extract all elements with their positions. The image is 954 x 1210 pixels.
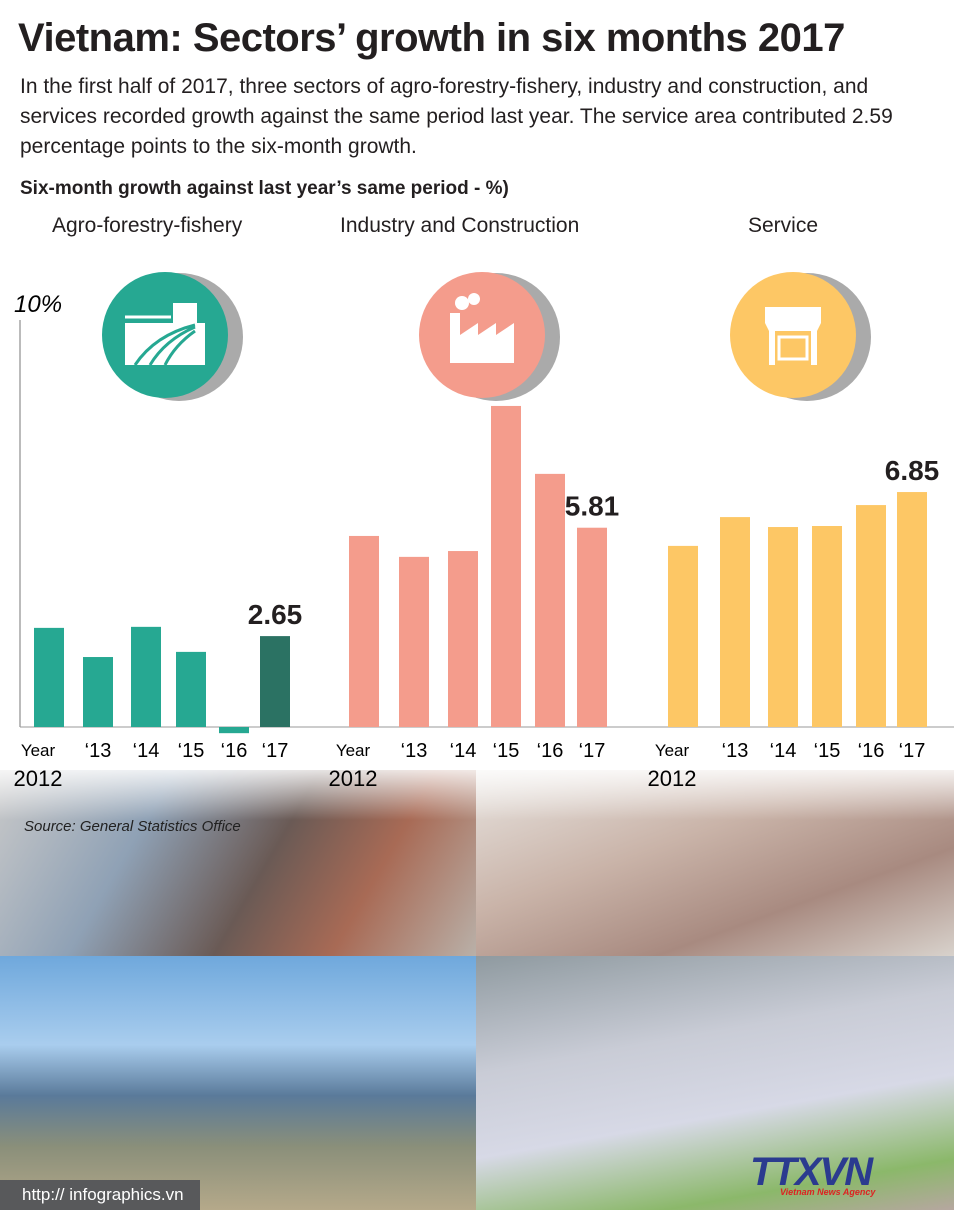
bar-1-5 (577, 527, 607, 727)
bar-chart: 10% Year 2012 ‘13 ‘14 ‘15 ‘16 ‘17 2.65 Year 2012 ‘… (14, 272, 954, 791)
bar-0-3 (176, 651, 206, 727)
bar-0-2 (131, 626, 161, 727)
bar-1-4 (535, 473, 565, 727)
tick-label: ‘17 (579, 740, 606, 762)
tick-label: ‘15 (814, 740, 841, 762)
chart-title: Six-month growth against last year’s sam… (20, 178, 509, 199)
sector-label-industry: Industry and Construction (340, 214, 580, 237)
data-label: 6.85 (885, 455, 940, 486)
bar-0-5 (260, 636, 290, 727)
tick-label: Year (655, 741, 690, 760)
tick-label: ‘17 (899, 740, 926, 762)
photo-fade (0, 760, 954, 820)
tick-label: ‘14 (770, 740, 797, 762)
tick-label: ‘14 (133, 740, 160, 762)
bar-2-0 (668, 545, 698, 727)
bar-2-2 (768, 527, 798, 727)
tick-label: 2012 (648, 766, 697, 791)
bar-2-3 (812, 526, 842, 727)
tick-label: Year (21, 741, 56, 760)
bar-2-5 (897, 492, 927, 727)
bar-2-1 (720, 517, 750, 727)
tick-label: ‘16 (221, 740, 248, 762)
tick-label: ‘15 (178, 740, 205, 762)
tick-label: ‘13 (722, 740, 749, 762)
description: In the first half of 2017, three sectors… (20, 75, 893, 158)
bar-2-4 (856, 505, 886, 727)
icon-circle (730, 272, 856, 398)
y-axis-max-label: 10% (14, 291, 62, 318)
tick-label: 2012 (329, 766, 378, 791)
tick-label: ‘16 (537, 740, 564, 762)
bar-0-1 (83, 657, 113, 727)
bar-1-2 (448, 551, 478, 727)
tick-label: ‘14 (450, 740, 477, 762)
tick-label: 2012 (14, 766, 63, 791)
tick-label: ‘16 (858, 740, 885, 762)
bar-1-1 (399, 556, 429, 727)
shop-icon (765, 307, 821, 365)
data-label: 2.65 (248, 599, 303, 630)
bar-0-0 (34, 627, 64, 727)
tick-label: ‘17 (262, 740, 289, 762)
photo-seafood-processing (476, 956, 954, 1210)
ttxvn-logo: TTXVN Vietnam News Agency (750, 1150, 876, 1197)
source-note: Source: General Statistics Office (24, 818, 241, 835)
page-title: Vietnam: Sectors’ growth in six months 2… (18, 16, 845, 60)
data-label: 5.81 (565, 491, 620, 522)
tick-label: Year (336, 741, 371, 760)
website-link[interactable]: http:// infographics.vn (0, 1180, 200, 1210)
bar-1-3 (491, 405, 521, 727)
bar-1-0 (349, 535, 379, 727)
tick-label: ‘13 (85, 740, 112, 762)
sector-label-agro: Agro-forestry-fishery (52, 214, 243, 237)
tick-label: ‘13 (401, 740, 428, 762)
tick-label: ‘15 (493, 740, 520, 762)
factory-icon (450, 293, 514, 363)
farm-icon (125, 303, 205, 366)
sector-label-service: Service (748, 214, 819, 237)
photo-container-port (0, 956, 476, 1210)
bar-0-4 (219, 727, 249, 734)
